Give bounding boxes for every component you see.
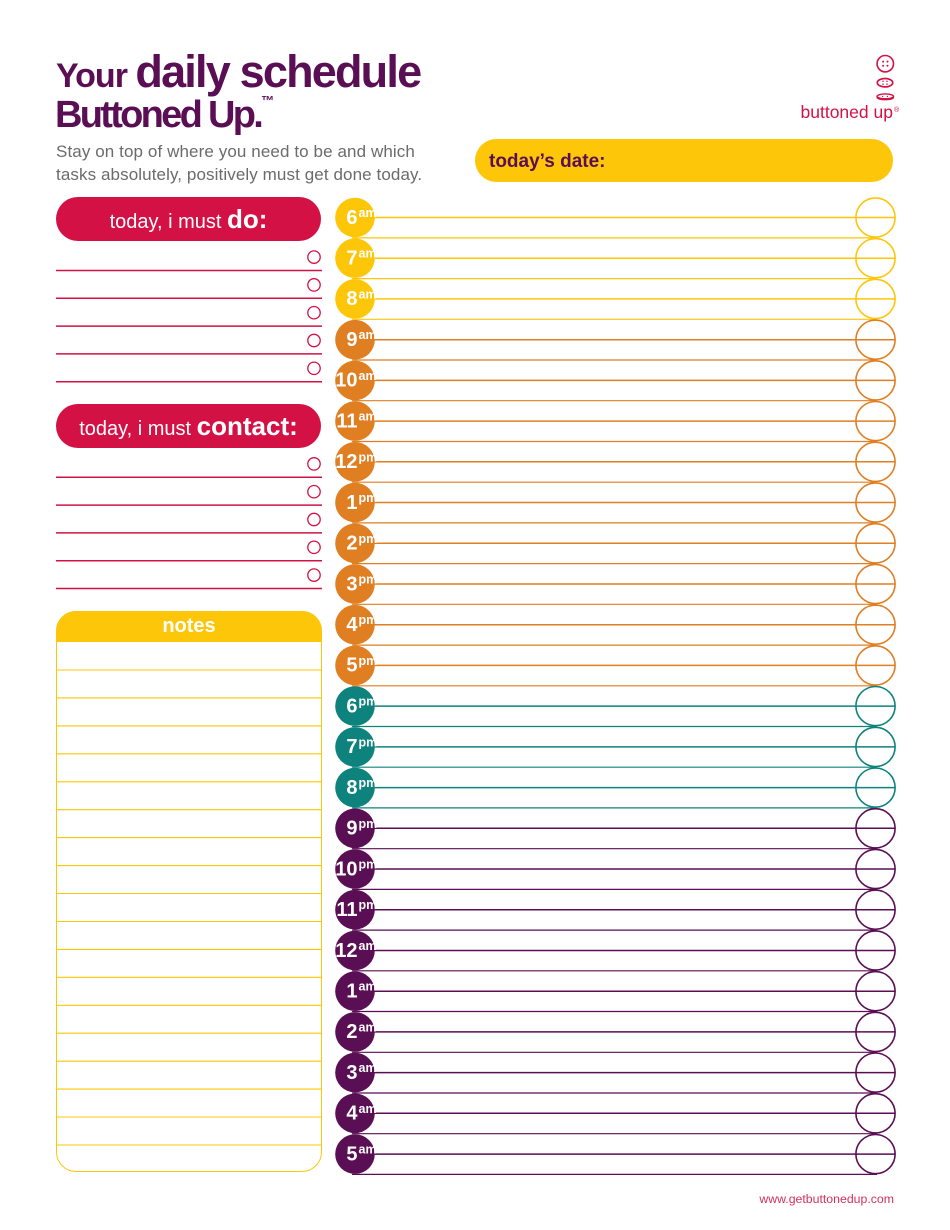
svg-text:pm: pm xyxy=(359,695,378,709)
svg-text:4: 4 xyxy=(346,614,358,636)
svg-text:9: 9 xyxy=(346,818,357,840)
svg-text:am: am xyxy=(359,410,377,424)
svg-text:11: 11 xyxy=(336,410,357,432)
svg-text:pm: pm xyxy=(359,654,378,668)
svg-text:3: 3 xyxy=(346,1062,357,1084)
svg-text:5: 5 xyxy=(346,1143,357,1165)
svg-text:pm: pm xyxy=(359,776,378,790)
svg-text:4: 4 xyxy=(346,1103,358,1125)
svg-text:am: am xyxy=(359,1143,377,1157)
svg-text:pm: pm xyxy=(359,858,378,872)
svg-text:2: 2 xyxy=(346,1021,357,1043)
svg-text:pm: pm xyxy=(359,735,378,749)
svg-text:am: am xyxy=(359,328,377,342)
svg-text:1: 1 xyxy=(346,981,357,1003)
svg-text:1: 1 xyxy=(346,492,357,514)
svg-text:®: ® xyxy=(894,106,900,114)
svg-text:pm: pm xyxy=(359,532,378,546)
svg-text:pm: pm xyxy=(359,898,378,912)
svg-text:pm: pm xyxy=(359,450,378,464)
svg-text:7: 7 xyxy=(346,248,357,270)
svg-text:am: am xyxy=(359,206,377,220)
svg-text:pm: pm xyxy=(359,573,378,587)
svg-text:am: am xyxy=(359,1061,377,1075)
svg-text:8: 8 xyxy=(346,777,357,799)
svg-text:buttoned up: buttoned up xyxy=(801,102,893,122)
svg-text:12: 12 xyxy=(335,451,357,473)
svg-text:11: 11 xyxy=(336,899,357,921)
svg-text:am: am xyxy=(359,939,377,953)
svg-text:9: 9 xyxy=(346,329,357,351)
svg-text:8: 8 xyxy=(346,288,357,310)
svg-text:am: am xyxy=(359,287,377,301)
svg-text:pm: pm xyxy=(359,817,378,831)
svg-text:am: am xyxy=(359,247,377,261)
svg-text:7: 7 xyxy=(346,736,357,758)
svg-text:12: 12 xyxy=(335,940,357,962)
svg-text:pm: pm xyxy=(359,613,378,627)
svg-text:3: 3 xyxy=(346,573,357,595)
svg-text:pm: pm xyxy=(359,491,378,505)
svg-text:10: 10 xyxy=(335,858,357,880)
svg-text:6: 6 xyxy=(346,207,357,229)
svg-text:2: 2 xyxy=(346,533,357,555)
svg-text:5: 5 xyxy=(346,655,357,677)
svg-text:am: am xyxy=(359,1102,377,1116)
svg-text:6: 6 xyxy=(346,695,357,717)
svg-text:10: 10 xyxy=(335,370,357,392)
svg-text:am: am xyxy=(359,369,377,383)
svg-text:am: am xyxy=(359,1020,377,1034)
svg-text:am: am xyxy=(359,980,377,994)
